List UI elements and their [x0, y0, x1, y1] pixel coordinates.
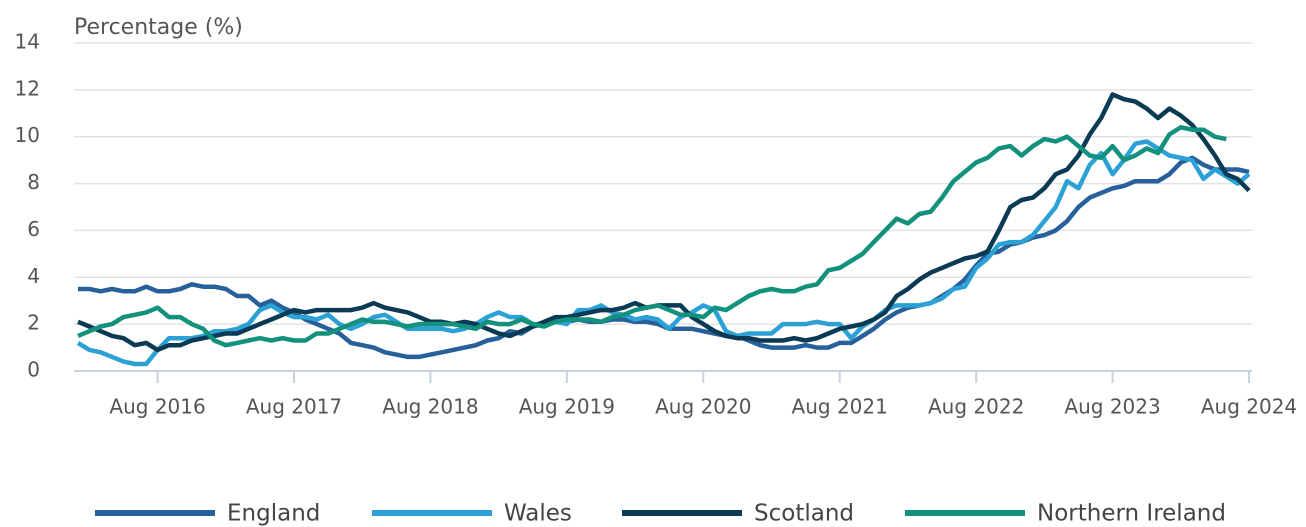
y-tick-label: 0 [27, 358, 40, 382]
y-tick-label: 4 [27, 264, 40, 288]
x-tick-label: Aug 2019 [519, 395, 615, 419]
y-tick-label: 12 [15, 76, 40, 100]
y-tick-label: 2 [27, 311, 40, 335]
x-tick-label: Aug 2022 [928, 395, 1024, 419]
x-tick-label: Aug 2017 [246, 395, 342, 419]
y-axis-title: Percentage (%) [74, 15, 243, 40]
series-line [76, 139, 1251, 367]
series-line [77, 125, 1227, 348]
y-tick-label: 8 [27, 170, 40, 194]
series-line [77, 92, 1251, 353]
x-tick-label: Aug 2018 [382, 395, 478, 419]
legend-text: Northern Ireland [1037, 501, 1226, 527]
x-tick-label: Aug 2016 [109, 395, 205, 419]
x-tick-label: Aug 2020 [655, 395, 751, 419]
legend-text: England [227, 501, 320, 527]
legend-text: Wales [504, 501, 572, 527]
x-tick-label: Aug 2024 [1201, 395, 1297, 419]
x-tick-label: Aug 2021 [792, 395, 888, 419]
y-tick-label: 10 [15, 123, 40, 147]
legend-text: Scotland [754, 501, 854, 527]
x-tick-label: Aug 2023 [1064, 395, 1160, 419]
y-tick-label: 14 [15, 30, 40, 54]
y-tick-label: 6 [27, 217, 40, 241]
